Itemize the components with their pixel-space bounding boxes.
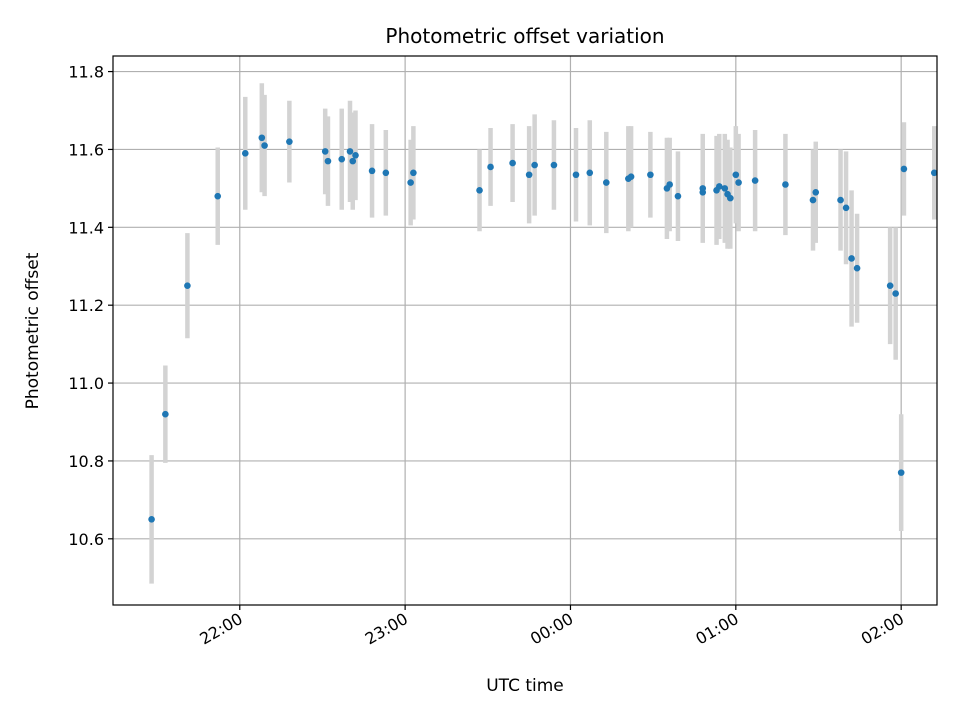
grid <box>113 56 937 605</box>
x-axis-label: UTC time <box>486 676 564 696</box>
chart-title: Photometric offset variation <box>385 24 664 48</box>
y-tick-label: 11.0 <box>68 374 104 393</box>
data-point <box>509 159 516 167</box>
data-point <box>286 138 293 145</box>
data-point <box>727 194 734 202</box>
data-point <box>751 177 759 184</box>
data-point <box>602 179 610 186</box>
y-tick-label: 11.4 <box>68 218 104 237</box>
data-point <box>837 196 844 204</box>
data-point <box>184 282 191 290</box>
data-point <box>346 148 354 155</box>
data-point <box>809 196 817 204</box>
data-point <box>627 173 635 181</box>
data-point <box>782 181 789 188</box>
data-point <box>349 157 357 165</box>
data-point <box>407 179 414 186</box>
data-point <box>721 185 729 192</box>
data-point <box>352 151 359 159</box>
data-point <box>715 183 723 190</box>
data-point <box>368 167 376 175</box>
data-point <box>647 171 654 179</box>
data-point <box>848 255 855 262</box>
data-point <box>735 179 742 186</box>
data-point <box>812 188 820 196</box>
data-point <box>892 290 899 297</box>
data-point <box>258 134 266 142</box>
y-tick-label: 11.2 <box>68 296 104 315</box>
data-point <box>900 165 908 173</box>
y-axis-label: Photometric offset <box>23 252 43 409</box>
data-point <box>487 163 494 171</box>
data-point <box>324 157 332 165</box>
data-point <box>476 187 483 194</box>
data-point <box>886 282 894 290</box>
data-point <box>214 192 222 200</box>
y-tick-label: 11.8 <box>68 63 104 82</box>
data-point <box>674 192 682 200</box>
data-points <box>148 134 938 523</box>
data-point <box>699 185 707 192</box>
y-axis-ticks: 10.6 10.8 11.0 11.2 11.4 11.6 11.8 <box>68 63 113 549</box>
plot-frame <box>112 55 938 606</box>
y-tick-label: 10.6 <box>68 530 104 549</box>
data-point <box>732 171 740 179</box>
y-tick-label: 11.6 <box>68 140 104 159</box>
data-point <box>148 516 155 523</box>
data-point <box>666 181 673 188</box>
data-point <box>338 155 346 163</box>
data-point <box>321 148 329 155</box>
data-point <box>930 169 938 177</box>
data-point <box>572 171 580 179</box>
data-point <box>382 169 390 177</box>
plot-area <box>113 56 937 605</box>
data-point <box>842 204 850 212</box>
data-point <box>525 171 533 179</box>
data-point <box>550 161 558 169</box>
data-point <box>897 469 905 476</box>
data-point <box>586 169 594 177</box>
data-point <box>241 150 249 157</box>
data-point <box>261 142 268 149</box>
data-point <box>410 169 417 177</box>
data-point <box>531 161 538 169</box>
data-point <box>162 410 169 418</box>
data-point <box>853 264 861 272</box>
y-tick-label: 10.8 <box>68 452 104 471</box>
